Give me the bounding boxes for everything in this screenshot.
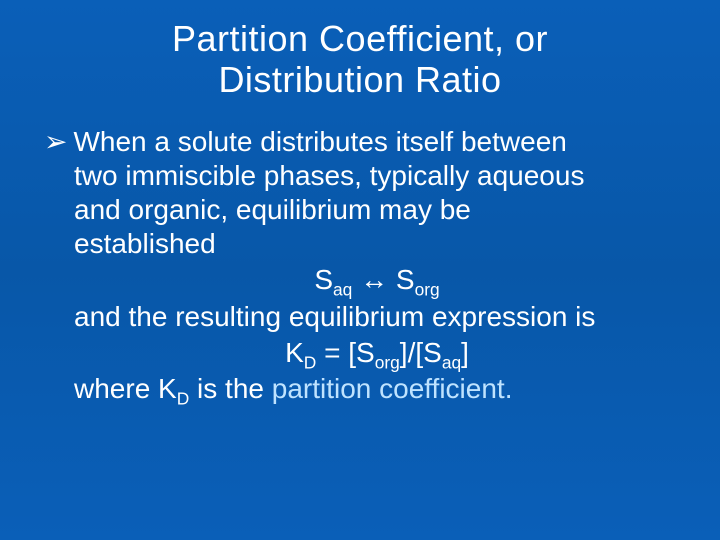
eq1-arrow: ↔ S [352,264,414,295]
eq2-sub-aq: aq [442,352,461,372]
bullet-line-2: two immiscible phases, typically aqueous [44,159,680,193]
slide-title: Partition Coefficient, or Distribution R… [40,18,680,101]
eq2-sub-org: org [375,352,400,372]
eq2-end: ] [461,337,469,368]
eq2-K: K [285,337,304,368]
eq1-sub-aq: aq [333,280,352,300]
bullet-item: ➢ When a solute distributes itself betwe… [44,125,680,159]
chevron-bullet-icon: ➢ [44,125,67,159]
eq2-eq: = [S [316,337,374,368]
title-line-2: Distribution Ratio [218,59,501,100]
eq2-mid: ]/[S [400,337,442,368]
where-text-2: is the [189,373,271,404]
bullet-line-6: where KD is the partition coefficient. [44,372,680,406]
slide: Partition Coefficient, or Distribution R… [0,0,720,540]
where-sub-D: D [177,388,190,408]
slide-body: ➢ When a solute distributes itself betwe… [40,125,680,406]
bullet-line-1: When a solute distributes itself between [73,125,680,159]
equation-1: Saq ↔ Sorg [44,263,680,297]
eq1-S1: S [314,264,333,295]
eq1-sub-org: org [415,280,440,300]
title-line-1: Partition Coefficient, or [172,18,548,59]
equation-2: KD = [Sorg]/[Saq] [44,336,680,370]
where-text-1: where K [74,373,177,404]
partition-coefficient-term: partition coefficient. [272,373,513,404]
bullet-line-3: and organic, equilibrium may be [44,193,680,227]
bullet-line-5: and the resulting equilibrium expression… [44,300,680,334]
bullet-line-4: established [44,227,680,261]
eq2-sub-D: D [304,352,317,372]
